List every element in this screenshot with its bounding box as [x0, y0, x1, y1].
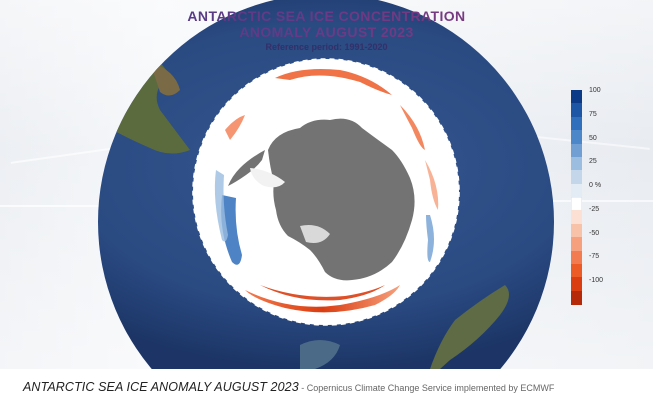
figure-caption: ANTARCTIC SEA ICE ANOMALY AUGUST 2023 - … — [23, 378, 643, 396]
tasmania-landmass — [300, 340, 340, 369]
title-line-1: ANTARCTIC SEA ICE CONCENTRATION — [0, 8, 653, 24]
legend-swatch — [571, 183, 582, 198]
legend-tick-label: -100 — [589, 277, 604, 285]
legend-tick-label: 100 — [589, 87, 601, 94]
title-line-2: ANOMALY AUGUST 2023 — [0, 24, 653, 40]
antarctica-landmass — [268, 118, 415, 281]
negative-anomaly-north — [275, 69, 392, 95]
color-legend: 100 75 50 25 -25 -50 -75 -100 0 % — [571, 87, 631, 310]
positive-anomaly-west — [221, 195, 242, 265]
legend-tick-label: 50 — [589, 134, 597, 142]
legend-swatch — [571, 210, 582, 225]
legend-swatch — [571, 290, 582, 305]
legend-swatch — [571, 143, 582, 158]
caption-title: ANTARCTIC SEA ICE ANOMALY AUGUST 2023 — [23, 380, 299, 394]
map-title: ANTARCTIC SEA ICE CONCENTRATION ANOMALY … — [0, 8, 653, 52]
negative-anomaly-south — [245, 285, 400, 313]
legend-swatch — [571, 130, 582, 144]
map-panel: ANTARCTIC SEA ICE CONCENTRATION ANOMALY … — [0, 0, 653, 369]
legend-swatch — [571, 277, 582, 292]
legend-tick-label: 25 — [589, 158, 597, 166]
caption-separator: - — [298, 383, 307, 393]
legend-swatch — [571, 223, 582, 238]
legend-swatch — [571, 103, 582, 118]
reference-period: Reference period: 1991-2020 — [265, 42, 388, 52]
legend-swatch — [571, 263, 582, 278]
legend-swatch — [571, 90, 582, 104]
legend-swatch — [571, 116, 582, 131]
new-zealand-landmass — [430, 285, 509, 369]
legend-swatch — [571, 170, 582, 185]
legend-swatch — [571, 250, 582, 265]
legend-swatch — [571, 237, 582, 251]
legend-tick-label: -50 — [589, 229, 600, 237]
legend-tick-label: -75 — [589, 253, 600, 261]
globe-map — [98, 0, 554, 369]
legend-tick-label: 75 — [589, 110, 597, 118]
legend-swatch — [571, 197, 582, 211]
legend-swatch — [571, 156, 582, 171]
legend-tick-label: -25 — [589, 205, 600, 213]
ice-extent-outline — [192, 58, 460, 326]
legend-tick-label: 0 % — [589, 182, 602, 190]
caption-credit: Copernicus Climate Change Service implem… — [306, 383, 555, 393]
